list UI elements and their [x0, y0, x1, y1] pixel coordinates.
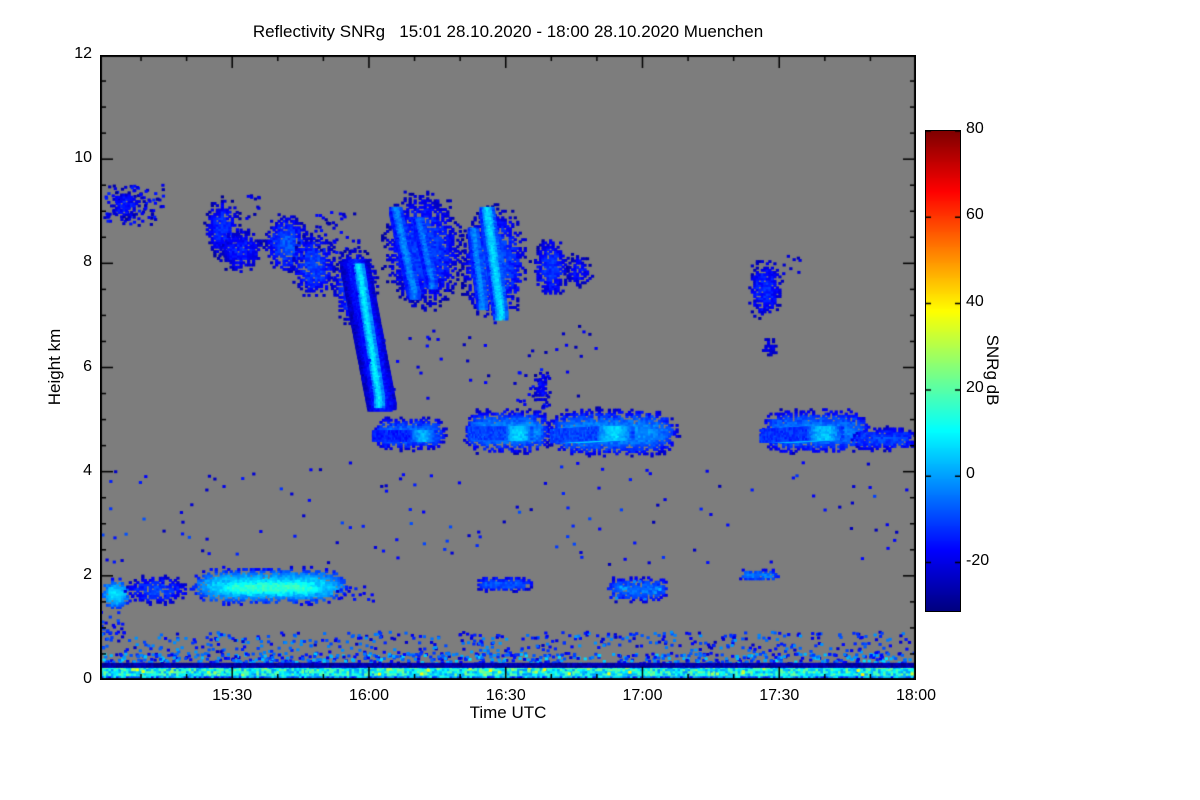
- colorbar-canvas: [925, 130, 961, 612]
- colorbar-tick-label: -20: [966, 551, 990, 569]
- x-axis-tick-label: 17:00: [622, 687, 663, 704]
- y-axis-tick-label: 6: [83, 357, 92, 375]
- x-axis-tick-label: 18:00: [895, 687, 937, 704]
- x-axis-tick-label: 15:30: [212, 687, 253, 704]
- y-axis-tick-label: 8: [83, 253, 92, 271]
- y-axis-tick-label: 2: [83, 565, 92, 583]
- colorbar-tick-label: 0: [966, 465, 975, 483]
- heatmap-canvas: [100, 55, 916, 680]
- colorbar-label: SNRg dB: [983, 334, 1002, 406]
- colorbar-tick-label: 40: [966, 292, 984, 310]
- chart-title: Reflectivity SNRg 15:01 28.10.2020 - 18:…: [252, 22, 764, 41]
- x-axis-tick-label: 16:00: [348, 687, 389, 704]
- colorbar-tick-label: 20: [966, 378, 984, 396]
- colorbar-tick-label: 60: [966, 206, 984, 224]
- x-axis-label: Time UTC: [469, 703, 547, 722]
- y-axis-tick-label: 0: [83, 670, 92, 687]
- y-axis-tick-label: 4: [83, 461, 92, 479]
- x-axis-tick-label: 17:30: [759, 687, 800, 704]
- y-axis-tick-label: 12: [74, 45, 92, 62]
- y-axis-tick-label: 10: [74, 149, 92, 167]
- colorbar-tick-label: 80: [966, 120, 984, 137]
- x-axis-tick-label: 16:30: [485, 687, 526, 704]
